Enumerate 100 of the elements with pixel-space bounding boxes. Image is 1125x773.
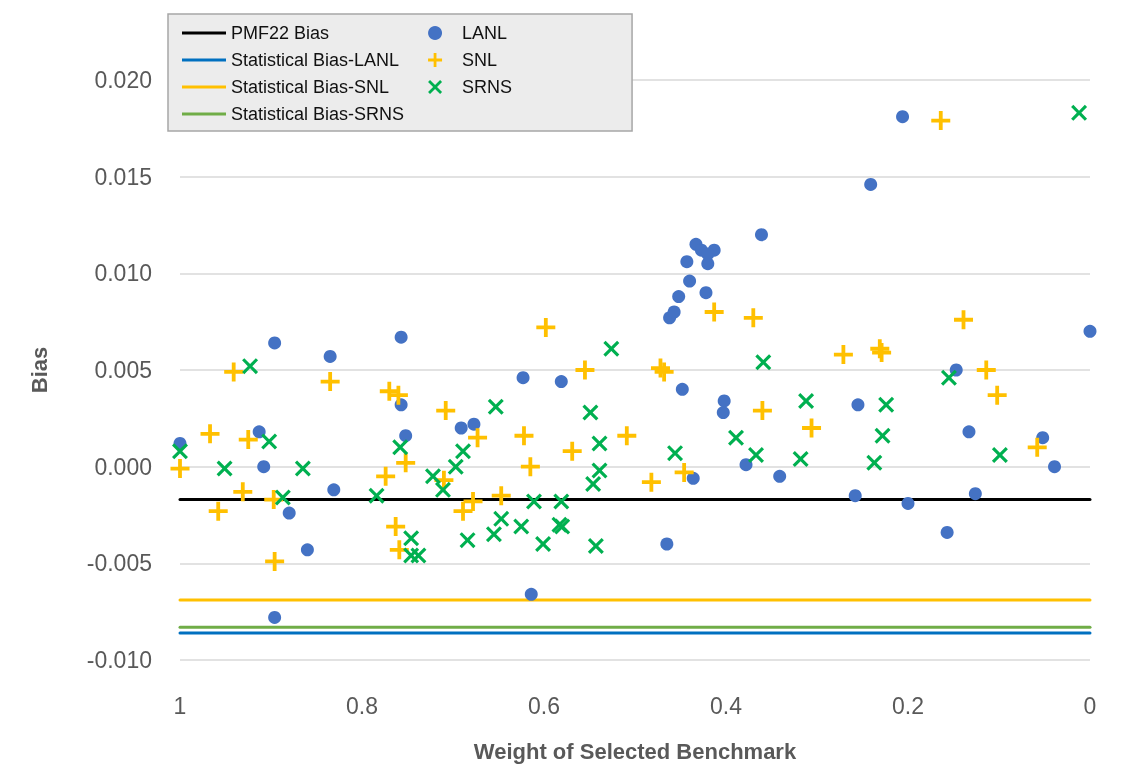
legend-label: PMF22 Bias [231, 23, 330, 43]
point [717, 394, 731, 408]
point [327, 483, 341, 497]
point [699, 286, 713, 300]
x-tick-label: 0.2 [892, 692, 924, 719]
point [864, 177, 878, 191]
point [866, 454, 883, 471]
point [752, 401, 772, 421]
x-tick-label: 0.8 [346, 692, 378, 719]
point [252, 425, 266, 439]
legend-label: LANL [462, 23, 508, 43]
y-tick-label: 0.005 [94, 357, 152, 383]
point [514, 426, 534, 446]
point [447, 458, 464, 475]
y-tick-label: -0.010 [86, 647, 152, 673]
point [553, 493, 570, 510]
point [968, 487, 982, 501]
point [1083, 324, 1097, 338]
point [1036, 431, 1050, 445]
legend-label: Statistical Bias-LANL [231, 50, 400, 70]
point [403, 530, 420, 547]
point [954, 310, 974, 330]
point [755, 228, 768, 242]
point [396, 453, 416, 473]
point [468, 428, 488, 448]
point [667, 445, 684, 462]
point [878, 396, 895, 413]
point [535, 536, 552, 552]
point [874, 427, 891, 444]
point [170, 459, 190, 479]
point [455, 443, 472, 460]
point [261, 433, 278, 450]
point [773, 469, 787, 483]
point [513, 518, 530, 535]
point [524, 587, 538, 601]
point [257, 460, 271, 474]
point [562, 441, 582, 461]
point [233, 482, 253, 502]
point [802, 418, 822, 438]
point [265, 551, 285, 571]
point [323, 349, 337, 363]
point [268, 336, 282, 350]
point [591, 462, 608, 479]
point [459, 532, 476, 549]
point [667, 305, 681, 319]
point [424, 468, 441, 485]
point [554, 375, 568, 389]
point [300, 543, 314, 557]
point [200, 424, 220, 444]
y-tick-label: 0.020 [94, 67, 152, 93]
point [516, 371, 530, 385]
point [931, 111, 951, 131]
point [833, 345, 853, 365]
x-axis-title: Weight of Selected Benchmark [473, 738, 797, 764]
point [389, 540, 409, 560]
point [242, 358, 259, 375]
point [1071, 104, 1088, 121]
point [940, 525, 954, 539]
point [675, 382, 689, 396]
point [739, 458, 753, 472]
point [798, 392, 815, 409]
point [641, 472, 661, 492]
point [520, 457, 540, 477]
point [394, 330, 408, 344]
point [901, 496, 915, 510]
point [282, 506, 296, 520]
point [896, 110, 910, 124]
point [704, 302, 724, 322]
point [491, 486, 511, 506]
point [672, 290, 686, 304]
point [686, 471, 700, 485]
point [399, 429, 413, 443]
y-tick-label: 0.015 [94, 163, 152, 190]
point [962, 425, 976, 439]
point [683, 274, 697, 288]
x-tick-label: 1 [173, 692, 187, 719]
point [238, 430, 258, 450]
point [987, 385, 1007, 405]
point [388, 385, 408, 405]
point [434, 481, 451, 498]
point [728, 429, 745, 446]
point [743, 308, 763, 328]
point [463, 491, 483, 511]
point [224, 362, 244, 382]
point [410, 547, 427, 564]
point [591, 435, 608, 452]
point [701, 247, 715, 261]
point [172, 443, 188, 460]
point [674, 462, 694, 482]
point [536, 317, 556, 337]
y-tick-label: 0.000 [94, 453, 152, 480]
point [848, 489, 862, 503]
point [1048, 460, 1062, 474]
x-tick-label: 0 [1083, 692, 1097, 719]
x-tick-label: 0.6 [528, 692, 560, 719]
y-tick-label: -0.005 [86, 550, 152, 577]
point [454, 421, 468, 435]
point [320, 372, 340, 392]
y-tick-label: 0.010 [94, 260, 152, 287]
point [436, 401, 456, 421]
